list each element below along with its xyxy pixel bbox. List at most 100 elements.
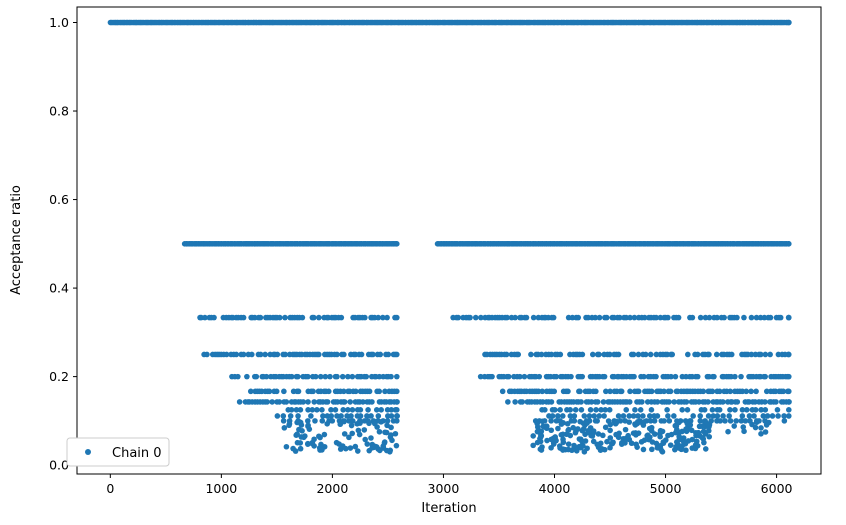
data-point <box>630 351 637 358</box>
data-point <box>579 373 586 380</box>
data-point <box>283 399 290 405</box>
data-point <box>748 388 754 395</box>
data-point <box>598 407 604 413</box>
data-point <box>204 351 210 358</box>
data-point <box>305 399 311 405</box>
data-point <box>786 407 792 413</box>
data-point <box>607 444 613 451</box>
data-point <box>346 434 352 441</box>
data-point <box>519 399 526 405</box>
data-point <box>319 447 325 453</box>
data-point <box>553 373 560 380</box>
data-point <box>594 418 600 424</box>
data-point <box>352 388 359 395</box>
data-point <box>748 351 755 358</box>
data-point <box>589 351 596 358</box>
data-point <box>635 388 642 395</box>
data-point <box>365 407 371 413</box>
data-point <box>552 407 558 413</box>
data-point <box>295 373 301 380</box>
data-point <box>349 407 356 413</box>
data-point <box>601 446 608 453</box>
data-point <box>530 442 536 449</box>
plot-frame <box>76 6 822 475</box>
data-point <box>762 373 768 380</box>
data-point <box>635 418 641 425</box>
data-point <box>674 439 680 445</box>
data-point <box>294 431 300 437</box>
data-point <box>344 413 350 419</box>
data-point <box>567 407 573 413</box>
data-point <box>503 351 510 358</box>
data-point <box>671 413 677 419</box>
data-point <box>578 399 584 405</box>
data-point <box>646 425 653 432</box>
data-point <box>584 445 590 452</box>
data-point <box>743 407 750 413</box>
data-point <box>668 431 675 438</box>
data-point <box>387 434 394 440</box>
data-point <box>384 314 390 321</box>
data-point <box>613 431 619 438</box>
data-point <box>530 314 537 321</box>
data-point <box>786 19 792 26</box>
data-point <box>706 433 713 440</box>
data-point <box>322 373 329 380</box>
data-point <box>334 373 340 380</box>
data-point <box>741 314 747 321</box>
data-point <box>394 413 400 419</box>
data-point <box>555 425 561 432</box>
data-point <box>565 441 572 447</box>
data-point <box>600 399 607 405</box>
data-point <box>223 351 230 358</box>
data-point <box>725 428 731 435</box>
data-point <box>292 448 299 454</box>
data-point <box>345 373 351 380</box>
data-point <box>550 314 557 321</box>
data-point <box>318 441 324 448</box>
data-point <box>758 407 764 413</box>
data-point <box>316 314 322 321</box>
data-point <box>668 373 674 380</box>
data-point <box>706 314 713 321</box>
data-point <box>521 373 528 380</box>
data-point <box>761 314 768 321</box>
data-point <box>298 434 305 440</box>
data-point <box>600 432 606 439</box>
data-point <box>539 388 546 395</box>
data-point <box>649 446 655 453</box>
data-point <box>732 407 738 413</box>
data-point <box>659 448 665 454</box>
data-point <box>338 314 345 321</box>
data-point <box>631 314 638 321</box>
data-point <box>269 399 275 405</box>
data-point <box>665 413 671 419</box>
data-point <box>654 413 661 419</box>
data-point <box>548 436 555 443</box>
data-point <box>757 351 764 358</box>
data-point <box>769 413 776 419</box>
data-point <box>683 399 690 405</box>
data-point <box>753 388 759 395</box>
data-point <box>613 418 620 425</box>
data-point <box>317 373 324 380</box>
data-point <box>683 447 689 454</box>
data-point <box>329 418 336 424</box>
data-point <box>651 418 658 424</box>
data-point <box>560 446 567 453</box>
data-point <box>349 430 356 437</box>
data-point <box>642 351 649 358</box>
data-point <box>786 314 792 321</box>
data-point <box>257 351 264 358</box>
x-tick-label: 6000 <box>761 481 793 496</box>
data-point <box>577 388 583 395</box>
data-point <box>325 388 332 395</box>
data-point <box>780 388 787 395</box>
data-point <box>348 413 354 419</box>
data-point <box>477 373 484 380</box>
data-point <box>536 373 543 380</box>
data-point <box>324 399 331 405</box>
data-point <box>637 407 644 413</box>
data-point <box>727 388 734 395</box>
data-point <box>661 388 667 395</box>
